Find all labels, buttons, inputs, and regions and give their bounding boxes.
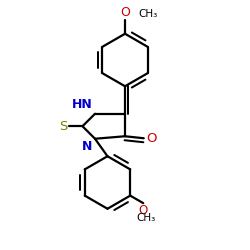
Text: O: O bbox=[146, 132, 157, 145]
Text: O: O bbox=[138, 204, 148, 217]
Text: CH₃: CH₃ bbox=[136, 213, 155, 223]
Text: O: O bbox=[120, 6, 130, 19]
Text: HN: HN bbox=[72, 98, 92, 111]
Text: N: N bbox=[82, 140, 92, 153]
Text: CH₃: CH₃ bbox=[139, 9, 158, 19]
Text: S: S bbox=[59, 120, 68, 133]
